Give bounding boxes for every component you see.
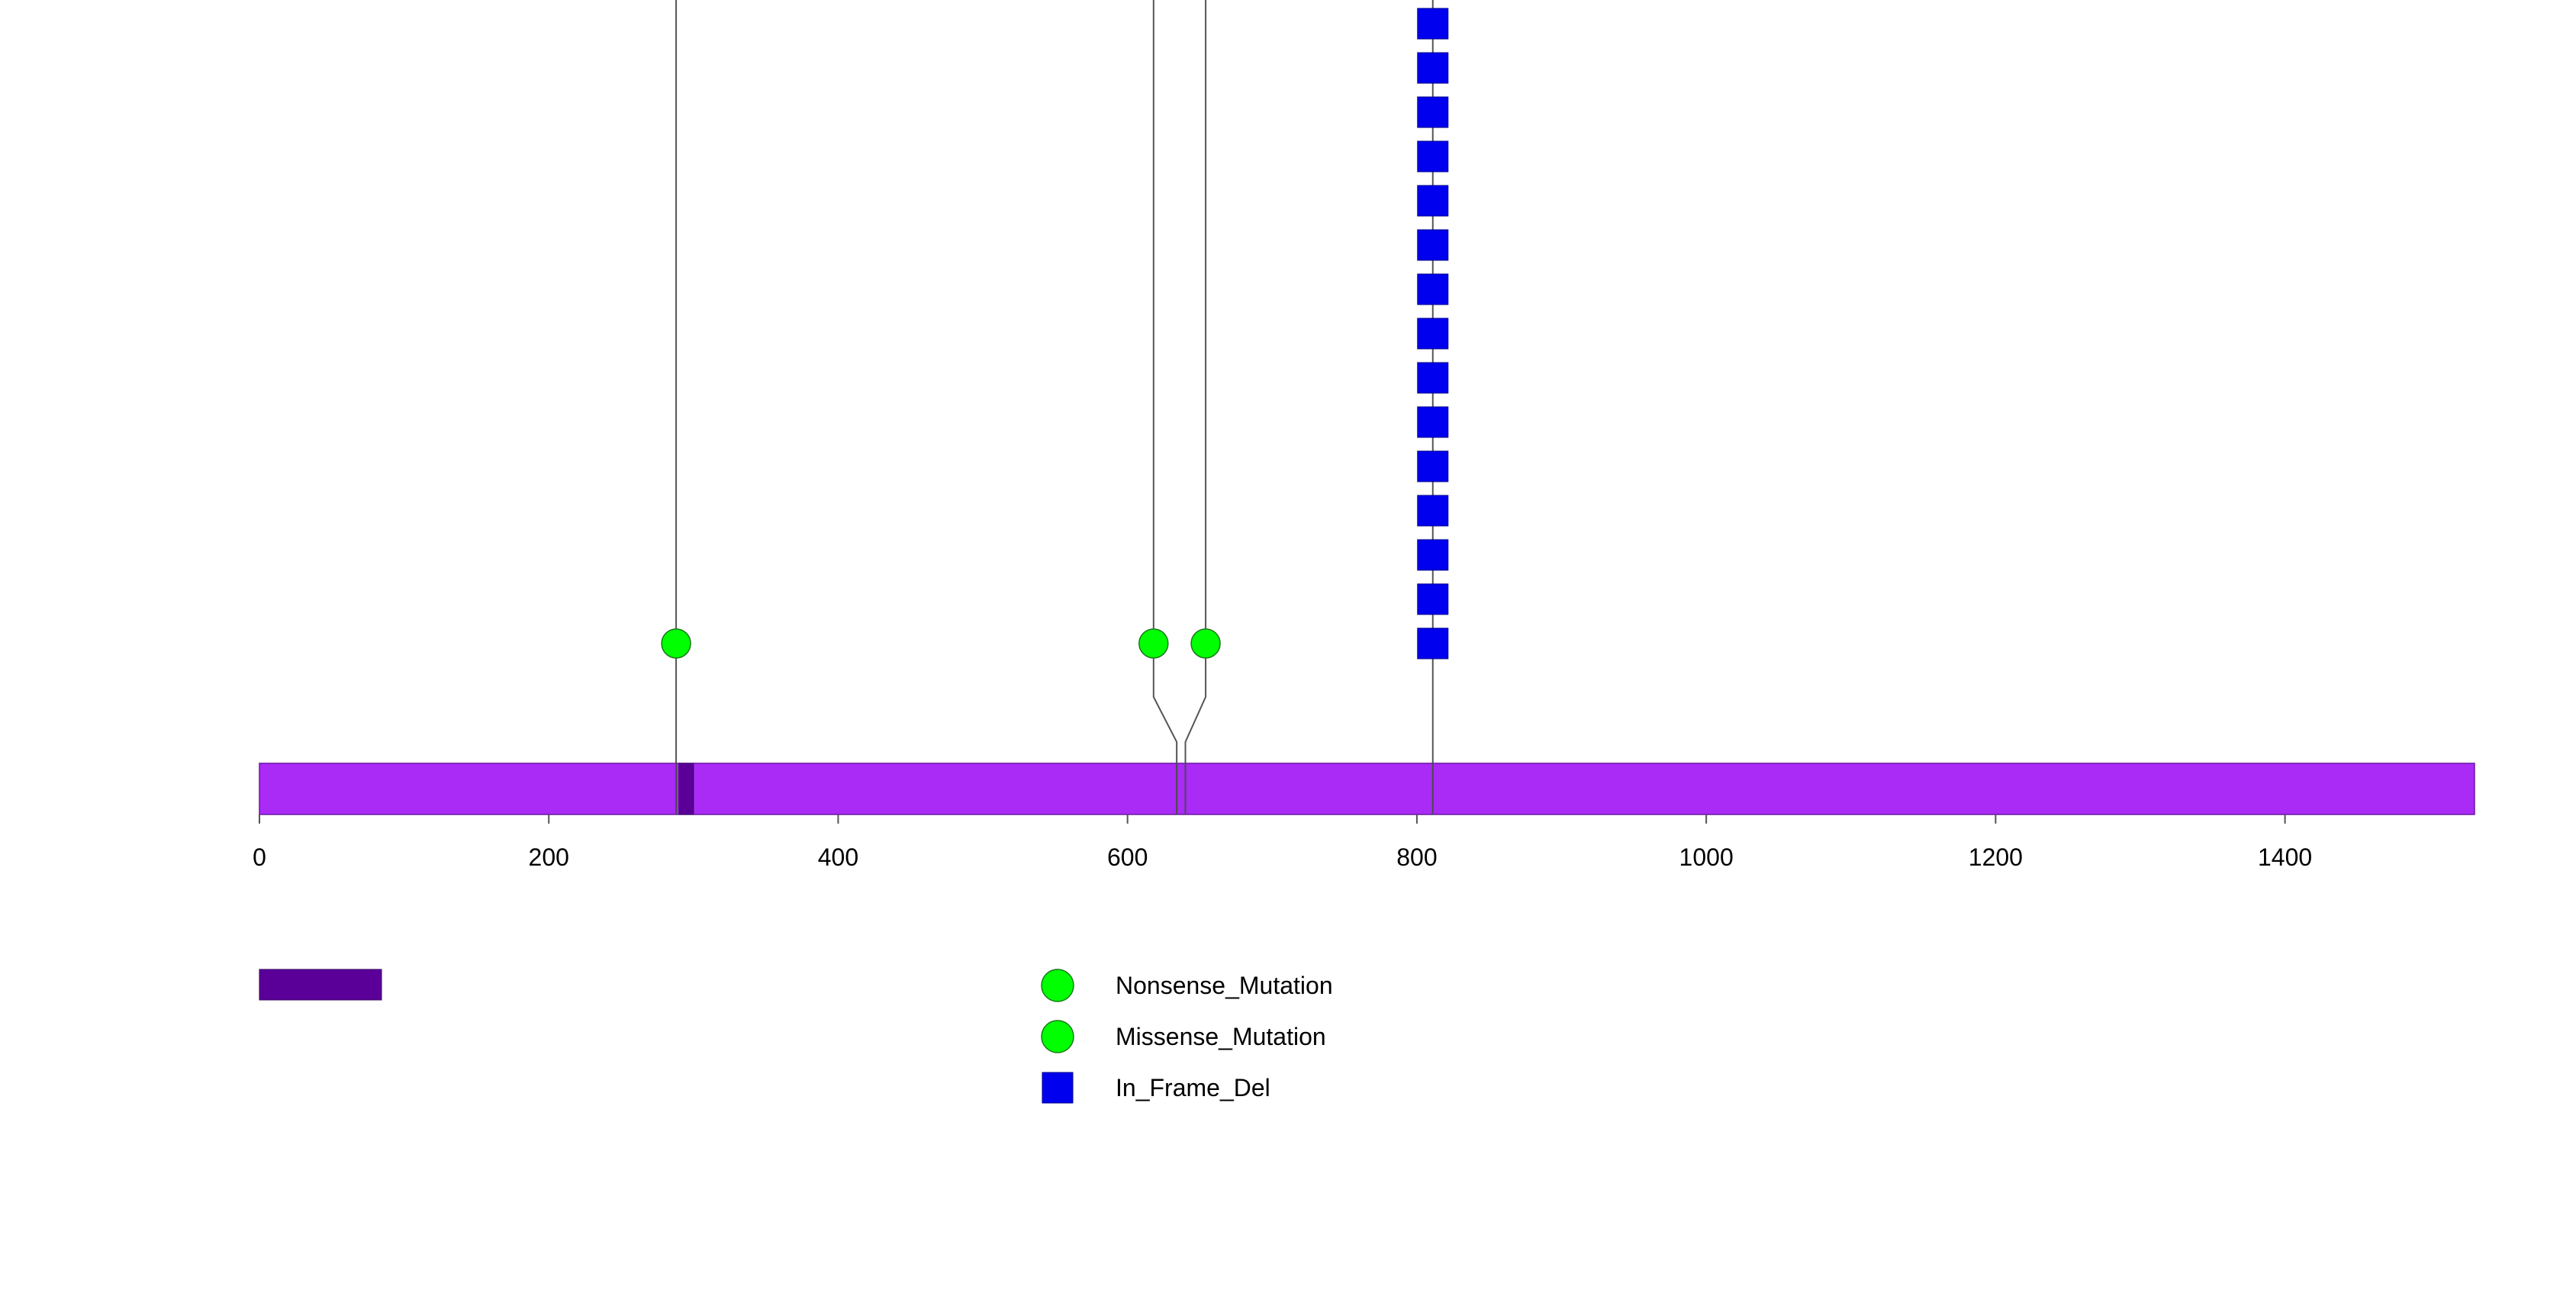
x-tick-label: 400 bbox=[818, 843, 858, 871]
x-tick-label: 200 bbox=[529, 843, 569, 871]
in-frame-del-marker bbox=[1417, 273, 1449, 305]
protein-bar bbox=[259, 763, 2475, 815]
legend-mutation-swatch bbox=[1041, 969, 1074, 1002]
mutation-markers bbox=[661, 8, 1449, 660]
x-tick-label: 1200 bbox=[1969, 843, 2023, 871]
x-tick-label: 1400 bbox=[2258, 843, 2312, 871]
in-frame-del-marker bbox=[1417, 318, 1449, 350]
x-tick-label: 0 bbox=[253, 843, 266, 871]
in-frame-del-marker bbox=[1417, 539, 1449, 571]
x-tick-label: 600 bbox=[1107, 843, 1148, 871]
in-frame-del-marker bbox=[1417, 362, 1449, 394]
legend-mutation-swatch bbox=[1041, 1020, 1074, 1053]
x-tick-label: 1000 bbox=[1679, 843, 1734, 871]
protein-track bbox=[259, 763, 2475, 815]
legend-mutation-label: Nonsense_Mutation bbox=[1116, 972, 1333, 999]
legend-domain-swatch bbox=[259, 969, 382, 1001]
protein-domain bbox=[678, 763, 694, 815]
x-tick-label: 800 bbox=[1396, 843, 1437, 871]
legend-mutation-label: Missense_Mutation bbox=[1116, 1023, 1326, 1050]
in-frame-del-marker bbox=[1417, 52, 1449, 84]
in-frame-del-marker bbox=[1417, 96, 1449, 128]
missense-mutation-marker bbox=[661, 628, 691, 659]
in-frame-del-marker bbox=[1417, 406, 1449, 438]
in-frame-del-marker bbox=[1417, 450, 1449, 482]
legend-in-frame-del-swatch bbox=[1042, 1072, 1074, 1104]
in-frame-del-marker bbox=[1417, 185, 1449, 217]
legend-mutation-label: In_Frame_Del bbox=[1116, 1074, 1270, 1101]
in-frame-del-marker bbox=[1417, 8, 1449, 40]
legend: Nonsense_Mutation Missense_Mutation In_Fra… bbox=[259, 969, 1333, 1104]
x-axis: 0 200 400 600 800 1000 1200 1400 bbox=[253, 814, 2312, 871]
in-frame-del-marker bbox=[1417, 627, 1449, 660]
in-frame-del-marker bbox=[1417, 229, 1449, 261]
missense-mutation-marker bbox=[1138, 628, 1169, 659]
nonsense-mutation-marker bbox=[1190, 628, 1221, 659]
in-frame-del-marker bbox=[1417, 583, 1449, 615]
in-frame-del-marker bbox=[1417, 495, 1449, 527]
in-frame-del-marker bbox=[1417, 140, 1449, 173]
